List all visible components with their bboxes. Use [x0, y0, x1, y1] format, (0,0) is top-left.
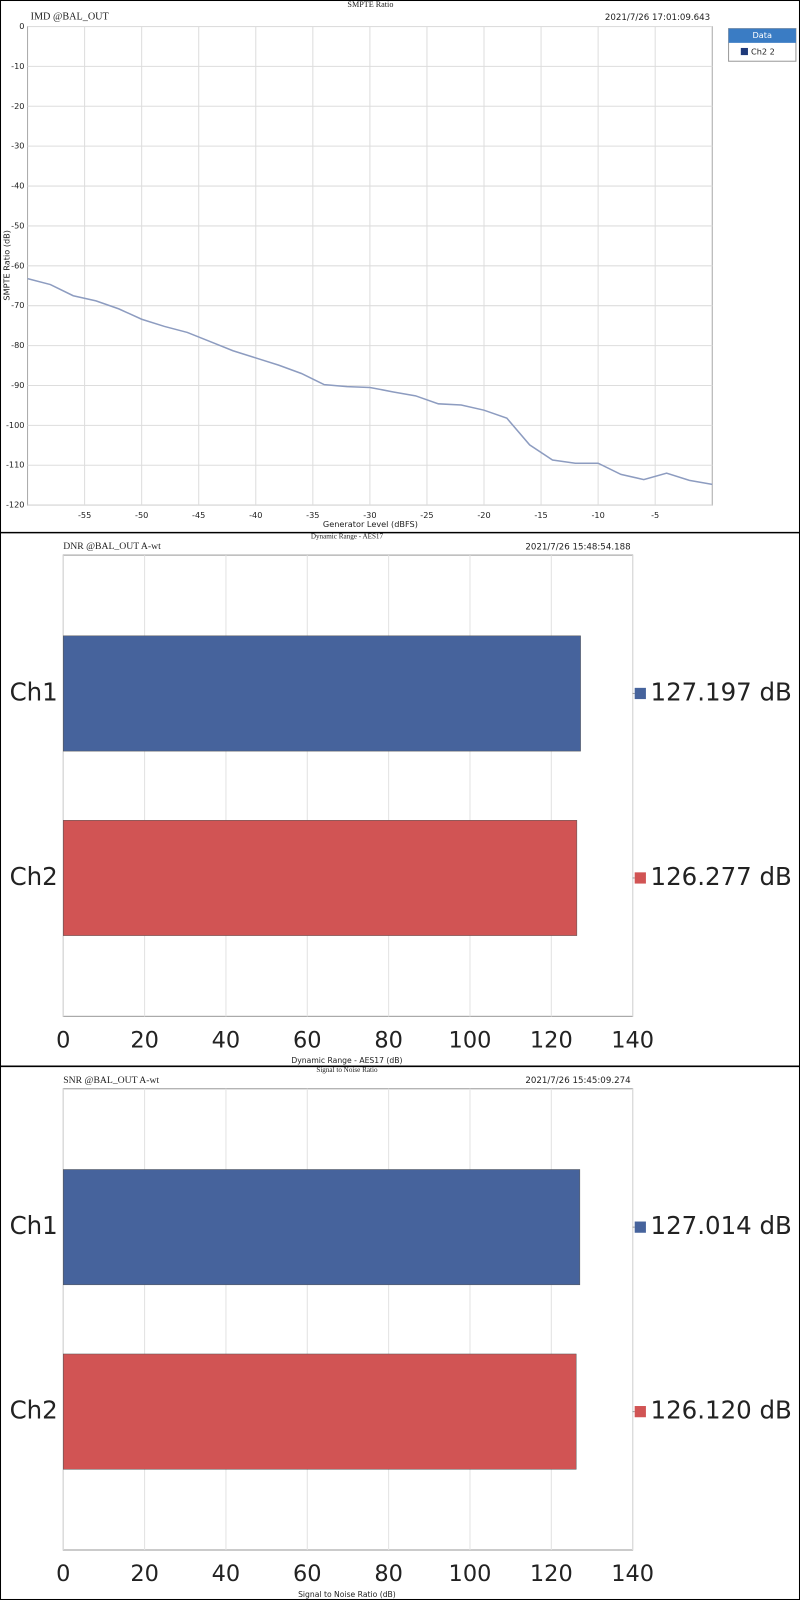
- chart-panel: Signal to Noise Ratio SNR @BAL_OUT A-wt 20…: [0, 1065, 800, 1599]
- value-label: 126.277 dB: [651, 862, 792, 891]
- label-marker: [634, 1406, 646, 1418]
- x-tick-label: 80: [374, 1027, 403, 1053]
- y-tick-label: -110: [6, 460, 25, 470]
- bar: [63, 1169, 581, 1286]
- x-tick-label: 20: [130, 1561, 159, 1587]
- x-tick-label: -10: [591, 510, 604, 520]
- x-tick-label: -35: [306, 510, 319, 520]
- x-tick-label: 60: [293, 1561, 322, 1587]
- legend-swatch: [740, 47, 748, 56]
- x-tick-label: -40: [249, 510, 262, 520]
- chart-panel: Dynamic Range - AES17 DNR @BAL_OUT A-wt 20…: [0, 531, 800, 1065]
- bar: [63, 1353, 577, 1470]
- x-axis-label: Signal to Noise Ratio (dB): [298, 1590, 396, 1599]
- x-tick-label: 80: [374, 1561, 403, 1587]
- category-label: Ch1: [10, 677, 58, 706]
- y-tick-label: -80: [11, 340, 24, 350]
- label-marker: [634, 1221, 646, 1233]
- x-tick-label: 120: [530, 1027, 573, 1053]
- timestamp: 2021/7/26 15:45:09.274: [525, 1076, 631, 1086]
- x-axis-label: Generator Level (dBFS): [323, 519, 418, 529]
- plot-area: [62, 554, 634, 1017]
- label-marker: [634, 872, 646, 884]
- timestamp: 2021/7/26 17:01:09.643: [605, 13, 710, 23]
- x-tick-label: -55: [78, 510, 91, 520]
- legend-header: [728, 28, 796, 43]
- x-tick-label: -5: [651, 510, 659, 520]
- category-label: Ch2: [10, 862, 58, 891]
- x-tick-label: 40: [212, 1561, 241, 1587]
- chart-title: Dynamic Range - AES17: [311, 532, 384, 540]
- x-tick-label: -25: [420, 510, 433, 520]
- chart-subtitle: IMD @BAL_OUT: [31, 12, 110, 23]
- category-label: Ch1: [10, 1211, 58, 1240]
- chart-title: SMPTE Ratio: [347, 0, 393, 9]
- x-tick-label: -50: [135, 510, 148, 520]
- x-tick-label: 100: [449, 1027, 492, 1053]
- y-tick-label: -100: [6, 420, 25, 430]
- y-tick-label: 0: [19, 21, 24, 31]
- value-label: 126.120 dB: [651, 1396, 792, 1425]
- y-tick-label: -90: [11, 380, 24, 390]
- x-tick-label: -15: [534, 510, 547, 520]
- label-marker: [634, 687, 646, 700]
- timestamp: 2021/7/26 15:48:54.188: [525, 542, 630, 552]
- chart-panel: SMPTE Ratio IMD @BAL_OUT 2021/7/26 17:01:0…: [2, 0, 797, 529]
- y-tick-label: -60: [11, 260, 24, 270]
- chart-title: Signal to Noise Ratio: [316, 1066, 378, 1074]
- y-tick-label: -40: [11, 181, 24, 191]
- x-tick-label: -20: [477, 510, 490, 520]
- data-line: [27, 277, 713, 486]
- y-tick-label: -10: [11, 61, 24, 71]
- x-axis-label: Dynamic Range - AES17 (dB): [291, 1056, 402, 1065]
- x-tick-label: 0: [56, 1027, 70, 1053]
- y-tick-label: -20: [11, 101, 24, 111]
- x-tick-label: 140: [611, 1027, 654, 1053]
- x-tick-label: -45: [192, 510, 205, 520]
- plot-area: [62, 1088, 634, 1551]
- chart-subtitle: SNR @BAL_OUT A-wt: [63, 1075, 159, 1086]
- y-tick-label: -30: [11, 141, 24, 151]
- value-label: 127.197 dB: [651, 677, 792, 706]
- bar: [63, 820, 578, 936]
- x-tick-label: 100: [449, 1561, 492, 1587]
- x-tick-label: 60: [293, 1027, 322, 1053]
- chart-subtitle: DNR @BAL_OUT A-wt: [63, 541, 161, 552]
- y-axis-label: SMPTE Ratio (dB): [2, 230, 12, 301]
- value-label: 127.014 dB: [651, 1211, 792, 1240]
- category-label: Ch2: [10, 1396, 58, 1425]
- y-tick-label: -70: [11, 300, 24, 310]
- x-tick-label: 40: [212, 1027, 241, 1053]
- x-tick-label: 0: [56, 1561, 70, 1587]
- x-tick-label: 120: [530, 1561, 573, 1587]
- x-tick-label: 20: [130, 1027, 159, 1053]
- y-tick-label: -120: [6, 500, 25, 510]
- x-tick-label: 140: [611, 1561, 654, 1587]
- x-tick-label: -30: [363, 510, 376, 520]
- legend-entry: Ch2 2: [751, 47, 775, 57]
- legend-title: Data: [753, 30, 772, 40]
- bar: [63, 635, 581, 752]
- y-tick-label: -50: [11, 220, 24, 230]
